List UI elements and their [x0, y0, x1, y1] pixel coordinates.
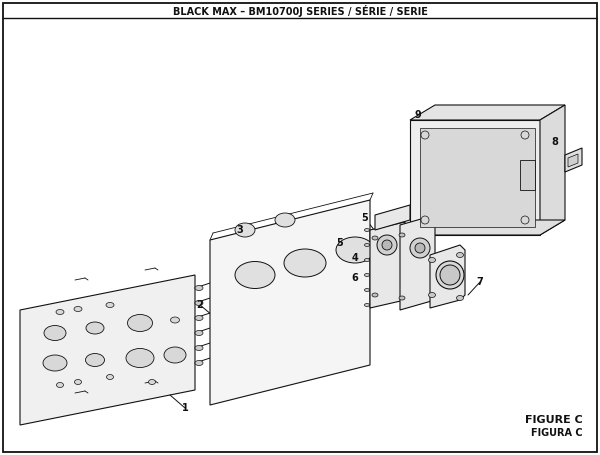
Text: FIGURA C: FIGURA C — [532, 428, 583, 438]
Ellipse shape — [170, 317, 179, 323]
Ellipse shape — [372, 236, 378, 240]
Ellipse shape — [440, 265, 460, 285]
Ellipse shape — [428, 258, 436, 263]
Polygon shape — [400, 215, 435, 310]
Ellipse shape — [372, 293, 378, 297]
Ellipse shape — [86, 322, 104, 334]
Ellipse shape — [457, 295, 464, 300]
Ellipse shape — [336, 237, 374, 263]
Text: FIGURE C: FIGURE C — [525, 415, 583, 425]
Polygon shape — [370, 222, 405, 308]
Ellipse shape — [410, 238, 430, 258]
Ellipse shape — [86, 354, 104, 366]
Ellipse shape — [195, 345, 203, 350]
Ellipse shape — [365, 288, 370, 292]
Ellipse shape — [365, 258, 370, 262]
Ellipse shape — [365, 273, 370, 277]
Text: 8: 8 — [551, 137, 559, 147]
Polygon shape — [20, 275, 195, 425]
Polygon shape — [568, 154, 578, 167]
Ellipse shape — [44, 325, 66, 340]
Ellipse shape — [56, 383, 64, 388]
Text: 1: 1 — [182, 403, 188, 413]
Text: 9: 9 — [415, 110, 421, 120]
Text: 5: 5 — [362, 213, 368, 223]
Ellipse shape — [365, 303, 370, 307]
Ellipse shape — [235, 262, 275, 288]
Polygon shape — [430, 245, 465, 308]
Polygon shape — [410, 105, 565, 120]
Ellipse shape — [164, 347, 186, 363]
Polygon shape — [375, 205, 410, 230]
Ellipse shape — [195, 300, 203, 305]
Ellipse shape — [436, 261, 464, 289]
Ellipse shape — [195, 315, 203, 320]
Ellipse shape — [74, 379, 82, 384]
Ellipse shape — [235, 223, 255, 237]
Ellipse shape — [74, 307, 82, 312]
Polygon shape — [410, 120, 540, 235]
Polygon shape — [520, 160, 535, 190]
Ellipse shape — [126, 349, 154, 368]
Text: 5: 5 — [337, 238, 343, 248]
Ellipse shape — [365, 228, 370, 232]
Polygon shape — [210, 200, 370, 405]
Ellipse shape — [415, 243, 425, 253]
Ellipse shape — [275, 213, 295, 227]
Ellipse shape — [128, 314, 152, 332]
Text: 3: 3 — [236, 225, 244, 235]
Text: 4: 4 — [352, 253, 358, 263]
Text: BLACK MAX – BM10700J SERIES / SÉRIE / SERIE: BLACK MAX – BM10700J SERIES / SÉRIE / SE… — [173, 5, 427, 17]
Ellipse shape — [377, 235, 397, 255]
Ellipse shape — [106, 303, 114, 308]
Ellipse shape — [284, 249, 326, 277]
Ellipse shape — [149, 379, 155, 384]
Polygon shape — [420, 128, 535, 227]
Ellipse shape — [56, 309, 64, 314]
Ellipse shape — [428, 293, 436, 298]
Ellipse shape — [382, 240, 392, 250]
Ellipse shape — [43, 355, 67, 371]
Ellipse shape — [399, 296, 405, 300]
Ellipse shape — [195, 285, 203, 290]
Ellipse shape — [195, 360, 203, 365]
Ellipse shape — [399, 233, 405, 237]
Text: 6: 6 — [352, 273, 358, 283]
Ellipse shape — [107, 374, 113, 379]
Ellipse shape — [365, 243, 370, 247]
Text: 2: 2 — [197, 300, 203, 310]
Ellipse shape — [457, 253, 464, 258]
Polygon shape — [410, 220, 565, 235]
Polygon shape — [565, 148, 582, 172]
Text: 7: 7 — [476, 277, 484, 287]
Ellipse shape — [195, 330, 203, 335]
Polygon shape — [540, 105, 565, 235]
